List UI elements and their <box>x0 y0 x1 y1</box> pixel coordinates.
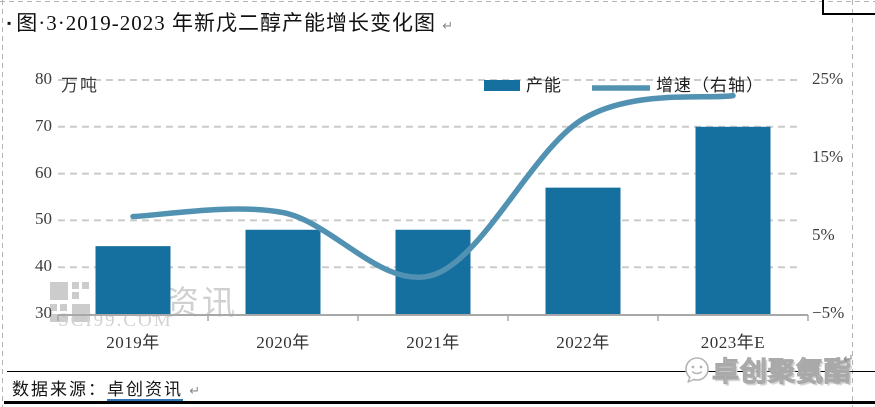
text-boundary-left <box>2 0 3 407</box>
left-axis-tick-label: 80 <box>35 69 52 88</box>
table-border-horizontal <box>822 13 875 15</box>
left-axis-tick-label: 70 <box>35 115 52 135</box>
text-boundary-right <box>852 0 853 407</box>
bar-2022年 <box>545 187 621 314</box>
figure-title: ▪ 图·3·2019-2023 年新戊二醇产能增长变化图 ↵ <box>7 7 847 37</box>
data-source-link[interactable]: 卓创资讯 <box>107 380 183 401</box>
legend-label-growth: 增速（右轴） <box>656 76 764 95</box>
right-axis-tick-label: 5% <box>812 225 835 244</box>
return-mark-icon: ↵ <box>442 19 455 34</box>
x-axis-category-label: 2019年 <box>106 333 160 352</box>
text-boundary-top <box>0 1 875 2</box>
x-axis-category-label: 2021年 <box>406 333 460 352</box>
brand-logo-text: 卓创聚氨酯 <box>712 357 852 388</box>
bar-2021年 <box>395 229 471 314</box>
return-mark-icon: ↵ <box>843 352 854 367</box>
growth-rate-line <box>130 92 736 280</box>
title-bullet-icon: ▪ <box>7 16 13 30</box>
x-axis-category-label: 2020年 <box>256 333 310 352</box>
bar-2023年E <box>695 126 771 314</box>
bar-2019年 <box>95 246 171 314</box>
legend-bar-swatch <box>484 80 520 91</box>
figure-title-text: 图·3·2019-2023 年新戊二醇产能增长变化图 <box>16 11 436 35</box>
table-border-vertical <box>822 0 824 13</box>
x-axis-category-label: 2022年 <box>556 333 610 352</box>
table-bottom-border <box>4 401 875 404</box>
brand-logo: 卓创聚氨酯 <box>682 350 852 389</box>
legend-label-capacity: 产能 <box>526 76 562 95</box>
left-axis-unit: 万吨 <box>61 76 99 95</box>
left-axis-tick-label: 40 <box>35 256 52 276</box>
bar-2020年 <box>245 229 321 314</box>
x-axis-category-label: 2023年E <box>700 333 766 352</box>
right-axis-tick-label: 25% <box>812 69 844 88</box>
left-axis-tick-label: 50 <box>35 209 52 229</box>
data-source-label: 数据来源： <box>12 380 107 399</box>
data-source-row: 数据来源：卓创资讯 ↵ <box>12 375 203 401</box>
right-axis-tick-label: 15% <box>812 147 844 166</box>
watermark-qr-icon <box>50 282 92 322</box>
brand-mascot-icon <box>685 356 709 383</box>
left-axis-tick-label: 30 <box>35 303 52 322</box>
return-mark-icon: ↵ <box>189 384 203 399</box>
divider-line <box>7 371 875 372</box>
right-axis-tick-label: −5% <box>812 303 845 322</box>
left-axis-tick-label: 60 <box>35 162 52 182</box>
